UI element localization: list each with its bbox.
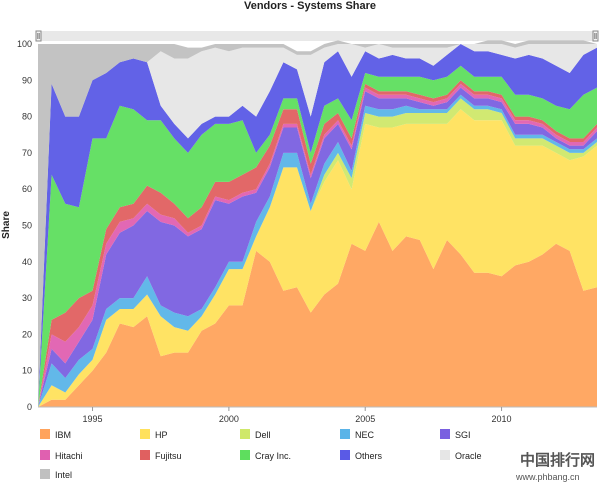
legend-swatch xyxy=(140,450,150,460)
watermark-chinese-text: 中国排行网 xyxy=(520,451,595,469)
y-tick-label: 80 xyxy=(22,112,32,122)
watermark: 中国排行网 www.phbang.cn xyxy=(515,451,595,482)
series-area-ibm xyxy=(38,221,597,407)
legend-item-sgi[interactable]: SGI xyxy=(440,429,471,440)
x-tick-label: 2005 xyxy=(355,414,375,424)
legend-label: HP xyxy=(155,430,168,440)
legend-label: SGI xyxy=(455,430,471,440)
legend-swatch xyxy=(340,450,350,460)
stacked-areas xyxy=(38,40,597,408)
range-handle-left[interactable] xyxy=(35,30,42,42)
legend-swatch xyxy=(440,450,450,460)
y-tick-label: 90 xyxy=(22,75,32,85)
legend-item-fujitsu[interactable]: Fujitsu xyxy=(140,450,182,461)
legend-swatch xyxy=(340,429,350,439)
y-tick-label: 40 xyxy=(22,257,32,267)
series-area-cray-inc xyxy=(38,65,597,408)
legend-item-oracle[interactable]: Oracle xyxy=(440,450,482,461)
x-tick-label: 2000 xyxy=(219,414,239,424)
series-area-others xyxy=(38,44,597,407)
legend-swatch xyxy=(240,429,250,439)
axes: 0 10 20 30 40 50 60 70 80 90 100 1995 2000 2005 2010 xyxy=(17,39,597,424)
legend-label: Oracle xyxy=(455,451,482,461)
y-tick-label: 10 xyxy=(22,366,32,376)
chart-title: Vendors - Systems Share xyxy=(244,0,376,12)
legend-label: Dell xyxy=(255,430,271,440)
y-tick-label: 0 xyxy=(27,402,32,412)
legend-item-others[interactable]: Others xyxy=(340,450,383,461)
legend-label: Cray Inc. xyxy=(255,451,291,461)
range-handle-right[interactable] xyxy=(592,30,599,42)
y-tick-label: 70 xyxy=(22,148,32,158)
range-navigator[interactable] xyxy=(35,30,599,42)
legend-item-dell[interactable]: Dell xyxy=(240,429,271,440)
legend-label: Others xyxy=(355,451,383,461)
legend: IBM HP Dell NEC SGI Hitachi Fujitsu Cray Inc. Ot… xyxy=(40,429,482,480)
legend-item-hp[interactable]: HP xyxy=(140,429,168,440)
legend-item-intel[interactable]: Intel xyxy=(40,469,72,480)
y-tick-label: 100 xyxy=(17,39,32,49)
legend-label: NEC xyxy=(355,430,375,440)
legend-label: Intel xyxy=(55,470,72,480)
legend-label: IBM xyxy=(55,430,71,440)
range-navigator-track xyxy=(38,31,597,41)
y-tick-label: 60 xyxy=(22,184,32,194)
x-tick-label: 2010 xyxy=(492,414,512,424)
series-area-sgi xyxy=(38,87,597,407)
legend-label: Fujitsu xyxy=(155,451,182,461)
legend-swatch xyxy=(40,429,50,439)
y-tick-label: 20 xyxy=(22,329,32,339)
legend-swatch xyxy=(240,450,250,460)
series-area-intel xyxy=(38,40,597,408)
legend-item-hitachi[interactable]: Hitachi xyxy=(40,450,83,461)
y-axis-title: Share xyxy=(1,211,12,239)
y-tick-label: 50 xyxy=(22,221,32,231)
legend-swatch xyxy=(40,450,50,460)
legend-item-cray-inc[interactable]: Cray Inc. xyxy=(240,450,291,461)
y-tick-label: 30 xyxy=(22,293,32,303)
legend-swatch xyxy=(440,429,450,439)
legend-label: Hitachi xyxy=(55,451,83,461)
series-area-fujitsu xyxy=(38,80,597,408)
series-area-hp xyxy=(38,109,597,408)
x-tick-label: 1995 xyxy=(83,414,103,424)
legend-item-nec[interactable]: NEC xyxy=(340,429,375,440)
legend-item-ibm[interactable]: IBM xyxy=(40,429,71,440)
watermark-url: www.phbang.cn xyxy=(515,472,580,482)
legend-swatch xyxy=(140,429,150,439)
legend-swatch xyxy=(40,469,50,479)
